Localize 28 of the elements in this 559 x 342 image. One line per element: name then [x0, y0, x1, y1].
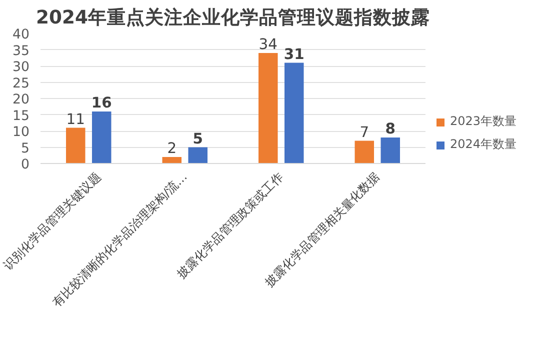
y-tick-label: 10: [12, 125, 30, 140]
y-tick-label: 25: [12, 76, 30, 92]
data-label: 31: [284, 46, 304, 63]
y-tick-label: 20: [12, 92, 30, 108]
y-tick-label: 0: [21, 158, 30, 172]
y-tick-label: 30: [12, 60, 30, 75]
bar: [284, 62, 304, 164]
y-tick-label: 5: [21, 141, 30, 156]
data-label: 16: [91, 94, 112, 112]
data-label: 34: [258, 36, 278, 53]
chart-title: 2024年重点关注企业化学品管理议题指数披露: [36, 6, 430, 28]
y-tick-label: 40: [12, 28, 30, 42]
bar: [188, 147, 208, 164]
data-label: 11: [66, 110, 85, 128]
bar: [162, 157, 182, 164]
bar: [258, 53, 278, 164]
bar: [354, 140, 374, 164]
data-label: 2: [167, 140, 177, 157]
bar: [66, 128, 86, 164]
y-tick-label: 15: [12, 108, 30, 124]
data-label: 7: [360, 124, 370, 141]
bar: [380, 138, 400, 164]
legend-label: 2023年数量: [450, 113, 517, 130]
data-label: 5: [192, 130, 203, 148]
legend-label: 2024年数量: [450, 136, 517, 153]
bar: [92, 112, 112, 164]
y-tick-label: 35: [12, 44, 30, 59]
data-label: 8: [385, 120, 396, 138]
